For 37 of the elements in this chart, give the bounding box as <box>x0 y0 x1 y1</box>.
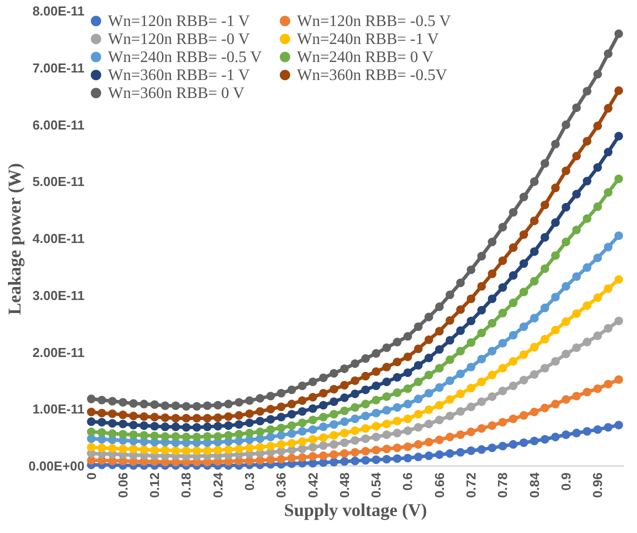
x-tick-label: 0.96 <box>590 472 606 498</box>
y-tick-label: 1.00E-11 <box>32 402 84 417</box>
y-tick-label: 8.00E-11 <box>32 4 84 18</box>
legend-label: Wn=120n RBB= -1 V <box>108 13 250 30</box>
y-axis-title: Leakage power (W) <box>4 163 24 315</box>
x-tick-label: 0.84 <box>526 472 542 498</box>
legend-label: Wn=120n RBB= -0 V <box>108 31 250 48</box>
x-tick-label: 0.12 <box>147 472 162 498</box>
x-axis-title: Supply voltage (V) <box>284 500 428 520</box>
y-tick-label: 3.00E-11 <box>32 288 84 303</box>
x-tick-label: 0.36 <box>274 472 289 498</box>
y-tick-label: 6.00E-11 <box>32 117 84 132</box>
x-tick-label: 0.42 <box>305 472 320 498</box>
legend-label: Wn=240n RBB= -0.5 V <box>108 49 262 66</box>
y-tick-label: 5.00E-11 <box>32 174 84 190</box>
x-tick-label: 0.66 <box>432 472 447 498</box>
y-tick-label: 2.00E-11 <box>32 344 84 360</box>
x-tick-label: 0.18 <box>178 472 194 498</box>
x-tick-label: 0.54 <box>368 472 384 498</box>
y-tick-label: 4.00E-11 <box>32 231 84 246</box>
legend-label: Wn=240n RBB= -1 V <box>297 31 440 48</box>
legend-label: Wn=360n RBB= 0 V <box>108 85 245 102</box>
x-tick-label: 0.72 <box>464 472 479 498</box>
legend-label: Wn=360n RBB= -0.5V <box>297 67 448 84</box>
x-tick-label: 0.06 <box>115 472 130 498</box>
x-tick-label: 0.6 <box>400 472 416 491</box>
x-tick-label: 0.9 <box>558 472 574 491</box>
x-tick-label: 0.48 <box>336 472 352 498</box>
y-tick-label: 7.00E-11 <box>32 60 84 76</box>
x-tick-label: 0.3 <box>242 472 258 491</box>
y-tick-label: 0.00E+00 <box>28 458 84 474</box>
legend-label: Wn=240n RBB= 0 V <box>297 49 434 66</box>
x-tick-label: 0 <box>84 472 99 480</box>
legend-label: Wn=360n RBB= -1 V <box>108 67 250 84</box>
x-tick-label: 0.78 <box>495 472 510 498</box>
legend-label: Wn=120n RBB= -0.5 V <box>297 13 452 30</box>
x-tick-label: 0.24 <box>210 472 226 498</box>
